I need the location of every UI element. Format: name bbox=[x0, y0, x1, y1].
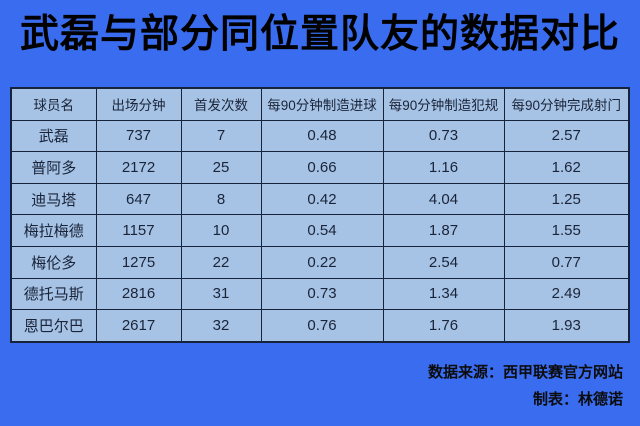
table-row: 普阿多 2172 25 0.66 1.16 1.62 bbox=[10, 151, 630, 184]
column-header-fouls-per90: 每90分钟制造犯规 bbox=[382, 87, 505, 121]
table-cell: 2617 bbox=[95, 309, 182, 343]
table-cell: 0.76 bbox=[260, 309, 384, 343]
table-cell: 1275 bbox=[95, 245, 182, 279]
table-cell: 0.42 bbox=[260, 182, 384, 216]
stats-table: 球员名 出场分钟 首发次数 每90分钟制造进球 每90分钟制造犯规 每90分钟完… bbox=[10, 87, 630, 343]
column-header-minutes: 出场分钟 bbox=[95, 87, 182, 121]
table-cell: 2172 bbox=[95, 151, 182, 184]
table-cell: 25 bbox=[180, 151, 262, 184]
table-cell: 7 bbox=[180, 119, 262, 153]
table-cell: 1.87 bbox=[382, 214, 505, 247]
table-cell: 1.62 bbox=[503, 151, 630, 184]
table-cell: 31 bbox=[180, 277, 262, 311]
table-cell: 0.73 bbox=[260, 277, 384, 311]
column-header-shots-per90: 每90分钟完成射门 bbox=[503, 87, 630, 121]
table-cell: 1.25 bbox=[503, 182, 630, 216]
table-cell: 1.93 bbox=[503, 309, 630, 343]
player-name-cell: 武磊 bbox=[10, 119, 97, 153]
table-cell: 647 bbox=[95, 182, 182, 216]
table-cell: 0.54 bbox=[260, 214, 384, 247]
table-cell: 10 bbox=[180, 214, 262, 247]
table-row: 德托马斯 2816 31 0.73 1.34 2.49 bbox=[10, 277, 630, 311]
table-row: 迪马塔 647 8 0.42 4.04 1.25 bbox=[10, 182, 630, 216]
table-cell: 0.22 bbox=[260, 245, 384, 279]
player-name-cell: 普阿多 bbox=[10, 151, 97, 184]
table-credit-note: 制表：林德诺 bbox=[532, 391, 623, 408]
table-row: 梅伦多 1275 22 0.22 2.54 0.77 bbox=[10, 245, 630, 279]
column-header-player: 球员名 bbox=[10, 87, 97, 121]
table-cell: 1.16 bbox=[382, 151, 505, 184]
table-cell: 1.34 bbox=[382, 277, 505, 311]
table-cell: 737 bbox=[95, 119, 182, 153]
table-body: 武磊 737 7 0.48 0.73 2.57 普阿多 2172 25 0.66… bbox=[10, 119, 630, 343]
table-header: 球员名 出场分钟 首发次数 每90分钟制造进球 每90分钟制造犯规 每90分钟完… bbox=[10, 87, 630, 121]
table-cell: 8 bbox=[180, 182, 262, 216]
table-cell: 0.48 bbox=[260, 119, 384, 153]
column-header-goals-per90: 每90分钟制造进球 bbox=[260, 87, 384, 121]
table-cell: 0.77 bbox=[503, 245, 630, 279]
player-name-cell: 梅伦多 bbox=[10, 245, 97, 279]
header-row: 球员名 出场分钟 首发次数 每90分钟制造进球 每90分钟制造犯规 每90分钟完… bbox=[10, 87, 630, 121]
table-cell: 22 bbox=[180, 245, 262, 279]
player-name-cell: 迪马塔 bbox=[10, 182, 97, 216]
player-name-cell: 梅拉梅德 bbox=[10, 214, 97, 247]
table-cell: 2.49 bbox=[503, 277, 630, 311]
table-row: 恩巴尔巴 2617 32 0.76 1.76 1.93 bbox=[10, 309, 630, 343]
table-cell: 0.73 bbox=[382, 119, 505, 153]
column-header-starts: 首发次数 bbox=[180, 87, 262, 121]
table-row: 武磊 737 7 0.48 0.73 2.57 bbox=[10, 119, 630, 153]
table-cell: 2.54 bbox=[382, 245, 505, 279]
table-cell: 2.57 bbox=[503, 119, 630, 153]
data-source-note: 数据来源：西甲联赛官方网站 bbox=[427, 364, 623, 381]
table-cell: 2816 bbox=[95, 277, 182, 311]
page-title: 武磊与部分同位置队友的数据对比 bbox=[19, 13, 620, 56]
table-cell: 32 bbox=[180, 309, 262, 343]
table-cell: 1.55 bbox=[503, 214, 630, 247]
table-cell: 0.66 bbox=[260, 151, 384, 184]
table-row: 梅拉梅德 1157 10 0.54 1.87 1.55 bbox=[10, 214, 630, 247]
player-name-cell: 德托马斯 bbox=[10, 277, 97, 311]
table-cell: 1157 bbox=[95, 214, 182, 247]
table-cell: 4.04 bbox=[382, 182, 505, 216]
player-name-cell: 恩巴尔巴 bbox=[10, 309, 97, 343]
table-cell: 1.76 bbox=[382, 309, 505, 343]
